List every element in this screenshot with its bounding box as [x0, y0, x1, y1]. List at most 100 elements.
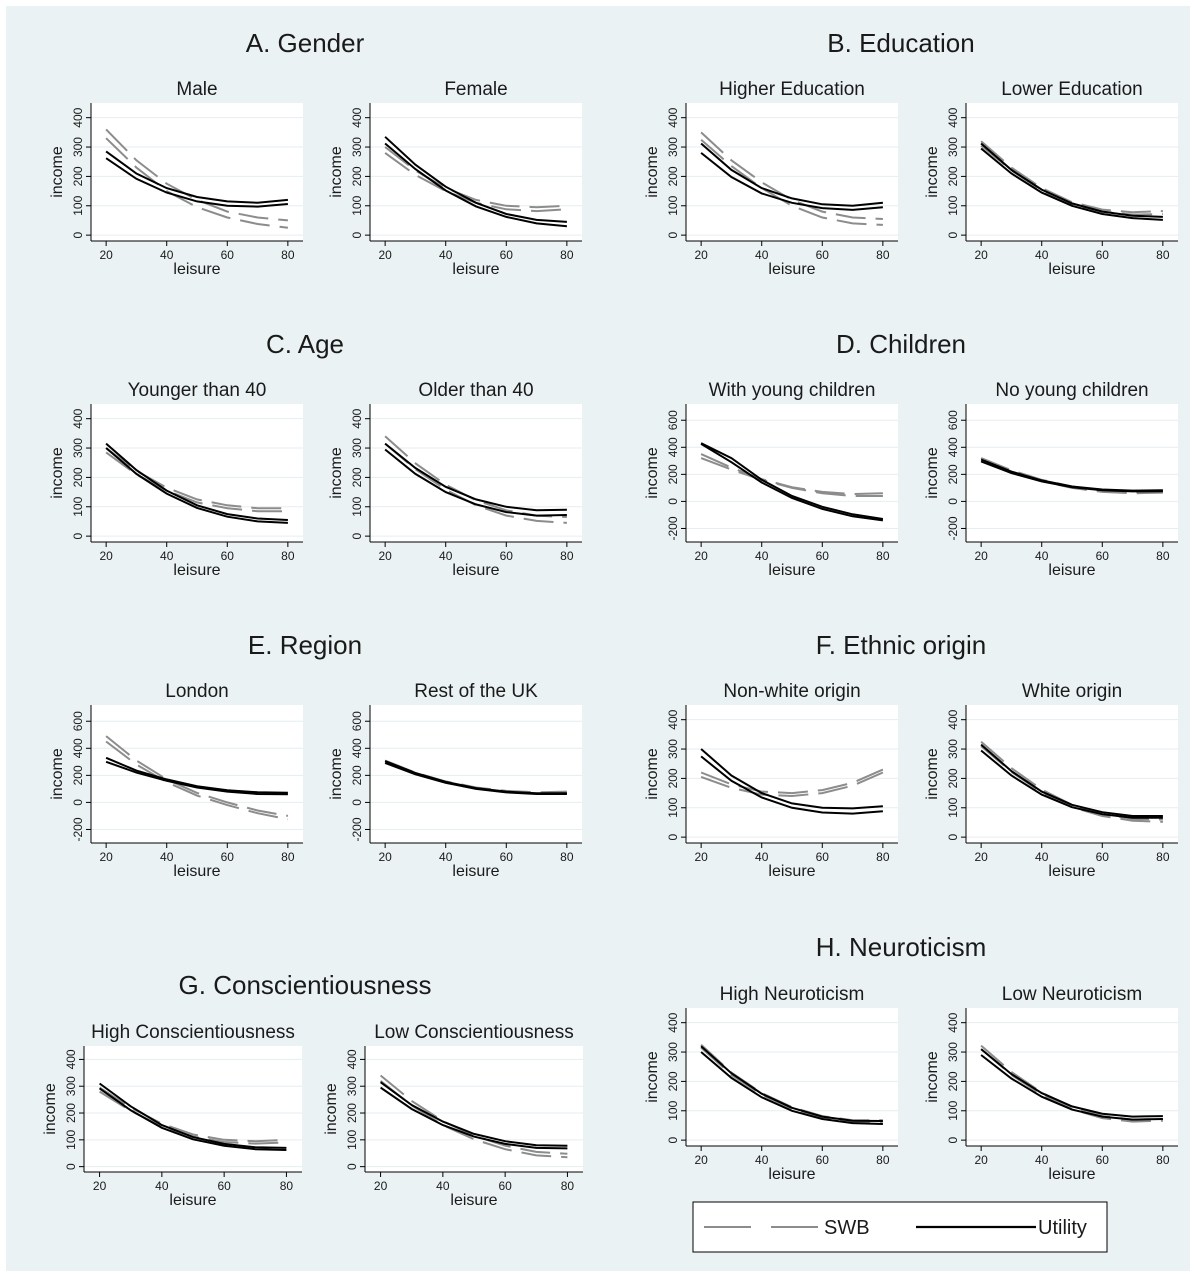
y-tick-label: 100 — [345, 1129, 359, 1149]
x-tick-label: 60 — [221, 850, 235, 864]
x-tick-label: 40 — [439, 850, 453, 864]
y-tick-label: 100 — [350, 195, 364, 215]
x-axis-label: leisure — [173, 562, 220, 579]
chart-panel: 20 40 60 80 -200 0 200 400 600 leisure income No yo… — [924, 380, 1178, 579]
y-tick-label: 300 — [946, 739, 960, 759]
series-line-utility — [105, 157, 288, 208]
x-tick-label: 40 — [439, 549, 453, 563]
panel-title: Older than 40 — [418, 380, 533, 401]
x-tick-label: 40 — [1035, 1153, 1049, 1167]
y-tick-label: 400 — [666, 107, 680, 127]
x-tick-label: 80 — [560, 248, 574, 262]
y-axis-label: income — [924, 1051, 941, 1103]
panel-title: No young children — [995, 380, 1148, 401]
series-line-utility — [99, 1082, 287, 1149]
panel-title: High Neuroticism — [720, 984, 865, 1005]
y-tick-label: 0 — [71, 799, 85, 806]
series-line-utility — [980, 743, 1163, 817]
y-tick-label: 600 — [350, 711, 364, 731]
x-tick-label: 80 — [1156, 1153, 1170, 1167]
y-tick-label: 400 — [946, 709, 960, 729]
x-tick-label: 40 — [755, 248, 769, 262]
x-tick-label: 80 — [1156, 248, 1170, 262]
panel-title: London — [165, 681, 228, 702]
y-tick-label: 0 — [666, 1136, 680, 1143]
x-axis-label: leisure — [768, 261, 815, 278]
y-axis-label: income — [49, 447, 66, 499]
chart-panel: 20 40 60 80 0 100 200 300 400 leisure income Younge… — [49, 380, 303, 579]
y-tick-label: -200 — [350, 817, 364, 841]
x-axis-label: leisure — [1048, 863, 1095, 880]
y-tick-label: 200 — [666, 1071, 680, 1091]
x-tick-label: 80 — [876, 248, 890, 262]
x-tick-label: 40 — [436, 1179, 450, 1193]
series-line-utility — [105, 442, 288, 521]
y-tick-label: 0 — [666, 231, 680, 238]
y-tick-label: 300 — [666, 1042, 680, 1062]
x-tick-label: 20 — [378, 549, 392, 563]
chart-panel: 20 40 60 80 0 100 200 300 400 leisure income Non-wh… — [644, 681, 898, 880]
panel-title: Younger than 40 — [128, 380, 267, 401]
x-tick-label: 40 — [439, 248, 453, 262]
y-tick-label: 0 — [946, 1136, 960, 1143]
panel-title: Rest of the UK — [414, 681, 538, 702]
y-tick-label: 200 — [946, 1071, 960, 1091]
x-axis-label: leisure — [1048, 1166, 1095, 1183]
y-tick-label: 200 — [350, 166, 364, 186]
series-line-utility — [384, 136, 567, 223]
x-tick-label: 60 — [500, 549, 514, 563]
series-line-swb — [700, 457, 883, 497]
y-tick-label: 300 — [350, 438, 364, 458]
group-title: H. Neuroticism — [816, 932, 986, 962]
x-tick-label: 60 — [816, 1153, 830, 1167]
plot-area — [84, 1046, 302, 1172]
y-tick-label: 0 — [946, 498, 960, 505]
y-axis-label: income — [644, 748, 661, 800]
y-tick-label: 200 — [71, 765, 85, 785]
series-line-utility — [980, 460, 1163, 493]
panel-title: Low Conscientiousness — [374, 1022, 574, 1043]
x-axis-label: leisure — [768, 562, 815, 579]
x-tick-label: 80 — [281, 850, 295, 864]
chart-panel: 20 40 60 80 -200 0 200 400 600 leisure income With … — [644, 380, 898, 579]
panel-title: Non-white origin — [723, 681, 860, 702]
plot-area — [966, 103, 1178, 241]
series-line-utility — [700, 443, 884, 522]
y-tick-label: 200 — [666, 464, 680, 484]
y-tick-label: 400 — [350, 408, 364, 428]
x-tick-label: 40 — [1035, 248, 1049, 262]
y-tick-label: 600 — [946, 410, 960, 430]
x-tick-label: 80 — [876, 1153, 890, 1167]
y-tick-label: 200 — [350, 765, 364, 785]
y-tick-label: 400 — [666, 709, 680, 729]
x-axis-label: leisure — [452, 261, 499, 278]
y-axis-label: income — [328, 748, 345, 800]
chart-panel: 20 40 60 80 -200 0 200 400 600 leisure income Rest … — [328, 681, 582, 880]
y-tick-label: 200 — [64, 1103, 78, 1123]
y-tick-label: 400 — [946, 107, 960, 127]
y-tick-label: 100 — [946, 195, 960, 215]
panel-title: Higher Education — [719, 79, 865, 100]
y-tick-label: 400 — [64, 1049, 78, 1069]
series-line-utility — [384, 761, 567, 795]
x-axis-label: leisure — [1048, 562, 1095, 579]
y-tick-label: -200 — [666, 516, 680, 540]
y-axis-label: income — [328, 447, 345, 499]
y-tick-label: 300 — [666, 137, 680, 157]
y-tick-label: 100 — [350, 496, 364, 516]
y-tick-label: 100 — [946, 1100, 960, 1120]
series-line-swb — [980, 140, 1163, 214]
plot-area — [91, 705, 303, 843]
chart-panel: 20 40 60 80 0 100 200 300 400 leisure income High C… — [42, 1022, 302, 1209]
series-line-utility — [980, 1048, 1163, 1118]
y-tick-label: 200 — [946, 166, 960, 186]
plot-area — [686, 1008, 898, 1146]
y-tick-label: 0 — [71, 532, 85, 539]
x-axis-label: leisure — [768, 863, 815, 880]
x-tick-label: 20 — [694, 248, 708, 262]
x-tick-label: 40 — [755, 850, 769, 864]
y-tick-label: 300 — [666, 739, 680, 759]
legend: SWB Utility — [692, 1201, 1108, 1253]
legend-label: SWB — [824, 1217, 870, 1239]
y-tick-label: 400 — [666, 1012, 680, 1032]
